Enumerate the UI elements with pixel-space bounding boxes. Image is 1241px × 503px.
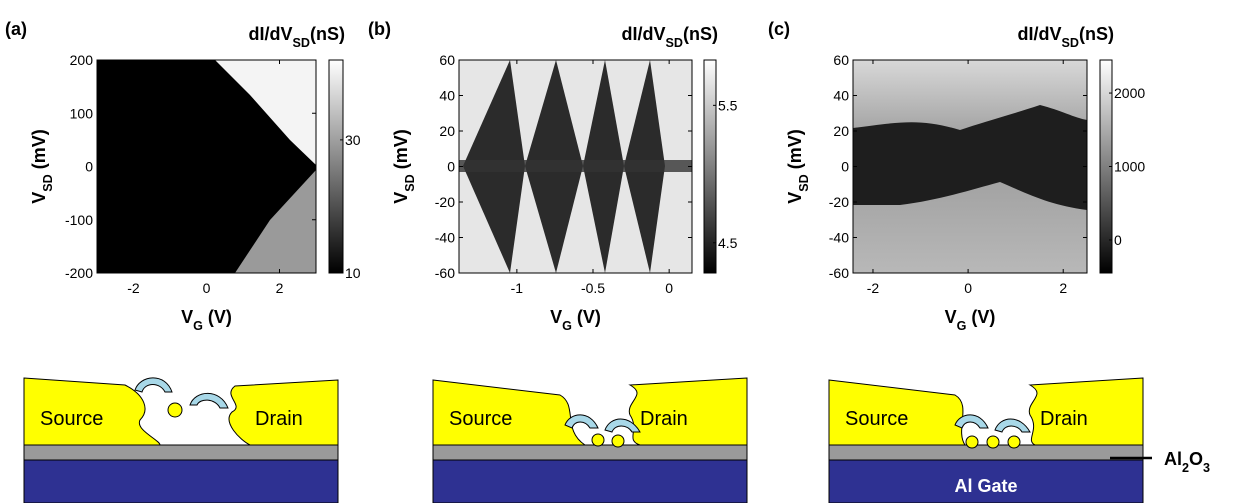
y-tick-label: 60 (439, 52, 455, 68)
gate-label: Al Gate (954, 476, 1017, 496)
panel-label: (c) (768, 19, 790, 39)
y-tick-label: 20 (439, 123, 455, 139)
y-tick-label: -40 (435, 230, 455, 246)
x-tick-label: -0.5 (581, 280, 605, 296)
x-tick-label: 2 (276, 280, 284, 296)
y-axis-label: VSD (mV) (29, 129, 55, 204)
x-tick-label: 2 (1059, 280, 1067, 296)
label-part: V (181, 307, 193, 327)
y-tick-label: 20 (833, 123, 849, 139)
label-part: (mV) (391, 129, 411, 174)
label-part: (nS) (683, 24, 718, 44)
drain-label: Drain (640, 408, 688, 430)
x-tick-label: 0 (665, 280, 673, 296)
heatmap-image (459, 60, 692, 273)
label-part: G (562, 319, 572, 333)
label-part: V (391, 192, 411, 204)
heatmap-image (97, 60, 316, 273)
label-part: (V) (966, 307, 995, 327)
label-part: dI/dV (1018, 24, 1062, 44)
y-tick-label: -60 (829, 265, 849, 281)
label-part: dI/dV (622, 24, 666, 44)
colorbar-title: dI/dVSD(nS) (622, 24, 719, 50)
label-part: O (1189, 449, 1203, 469)
label-part: (V) (572, 307, 601, 327)
label-part: V (550, 307, 562, 327)
y-tick-label: 0 (85, 159, 93, 175)
drain-label: Drain (255, 408, 303, 430)
y-tick-label: 40 (833, 88, 849, 104)
label-part: 3 (1203, 461, 1210, 475)
label-part: 2 (1182, 461, 1189, 475)
label-part: Al (1164, 449, 1182, 469)
source-label: Source (40, 408, 103, 430)
label-part: (mV) (29, 129, 49, 174)
y-axis-label: VSD (mV) (785, 129, 811, 204)
x-axis-label: VG (V) (181, 307, 232, 333)
colorbar-tick-label: 0 (1114, 232, 1122, 248)
oxide-label: Al2O3 (1164, 449, 1210, 475)
source-label: Source (449, 408, 512, 430)
label-part: dI/dV (249, 24, 293, 44)
colorbar-tick-label: 1000 (1114, 159, 1145, 175)
x-tick-label: -1 (511, 280, 524, 296)
colorbar-tick-label: 30 (345, 132, 361, 148)
y-tick-label: -20 (435, 194, 455, 210)
x-tick-label: 0 (964, 280, 972, 296)
x-tick-label: -2 (867, 280, 880, 296)
x-axis-label: VG (V) (945, 307, 996, 333)
colorbar-title: dI/dVSD(nS) (249, 24, 346, 50)
colorbar-title: dI/dVSD(nS) (1018, 24, 1115, 50)
colorbar (328, 59, 344, 274)
y-tick-label: 100 (70, 105, 94, 121)
y-axis-label: VSD (mV) (391, 129, 417, 204)
label-part: SD (403, 174, 417, 192)
y-tick-label: -200 (65, 265, 93, 281)
y-tick-label: -100 (65, 212, 93, 228)
label-part: V (785, 192, 805, 204)
drain-label: Drain (1040, 408, 1088, 430)
label-part: V (945, 307, 957, 327)
colorbar-tick-label: 10 (345, 265, 361, 281)
label-part: SD (797, 174, 811, 192)
label-part: V (29, 192, 49, 204)
y-tick-label: -60 (435, 265, 455, 281)
x-tick-label: -2 (127, 280, 140, 296)
label-part: SD (41, 174, 55, 192)
x-axis-label: VG (V) (550, 307, 601, 333)
heatmap-image (853, 60, 1087, 273)
label-part: G (957, 319, 967, 333)
colorbar-tick-label: 2000 (1114, 85, 1145, 101)
label-part: SD (666, 36, 684, 50)
colorbar (703, 59, 717, 274)
panel-label: (b) (368, 19, 391, 39)
label-part: SD (1062, 36, 1080, 50)
label-part: SD (293, 36, 311, 50)
label-part: (nS) (310, 24, 345, 44)
y-tick-label: 40 (439, 88, 455, 104)
source-label: Source (845, 408, 908, 430)
schematic (23, 377, 1152, 503)
y-tick-label: 0 (841, 159, 849, 175)
label-part: (V) (203, 307, 232, 327)
panel-label: (a) (5, 19, 27, 39)
label-part: (nS) (1079, 24, 1114, 44)
y-tick-label: 200 (70, 52, 94, 68)
x-tick-label: 0 (203, 280, 211, 296)
y-tick-label: 60 (833, 52, 849, 68)
y-tick-label: -20 (829, 194, 849, 210)
y-tick-label: 0 (447, 159, 455, 175)
label-part: (mV) (785, 129, 805, 174)
colorbar-tick-label: 4.5 (718, 235, 738, 251)
colorbar-tick-label: 5.5 (718, 97, 738, 113)
label-part: G (193, 319, 203, 333)
y-tick-label: -40 (829, 230, 849, 246)
